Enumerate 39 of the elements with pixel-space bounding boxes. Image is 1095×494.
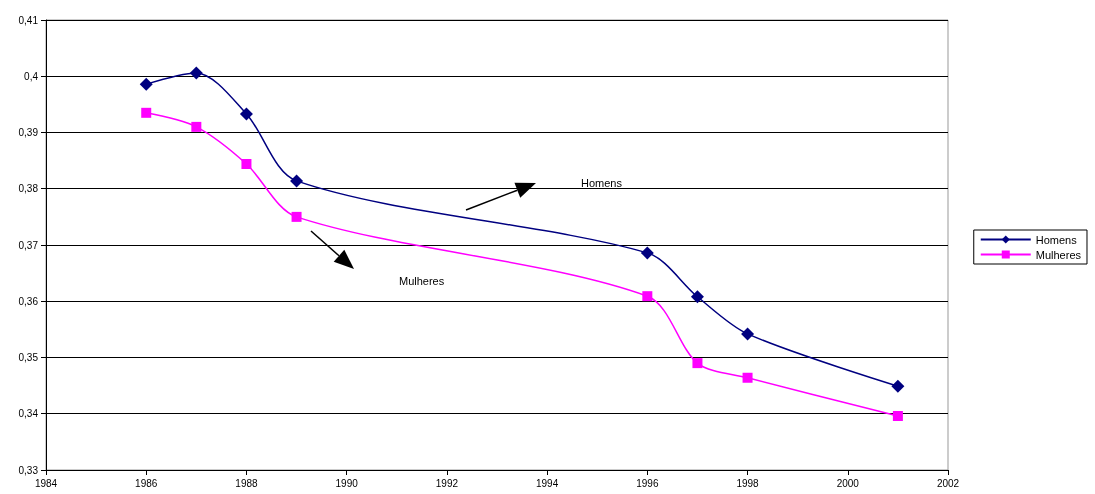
point <box>290 174 304 188</box>
y-tick-label: 0,39 <box>18 127 39 138</box>
point <box>642 291 653 302</box>
point <box>640 246 654 260</box>
x-tick-label: 1996 <box>636 477 659 489</box>
y-tick-label: 0,34 <box>18 408 39 420</box>
point <box>692 358 703 369</box>
y-tick-label: 0,33 <box>18 464 39 476</box>
point <box>741 327 755 341</box>
x-tick-label: 1990 <box>335 477 359 489</box>
x-tick-label: 2000 <box>836 477 860 489</box>
legend-label: Mulheres <box>1035 248 1082 261</box>
point <box>189 66 203 80</box>
point <box>141 107 152 118</box>
annotation: Mulheres <box>399 275 445 287</box>
x-tick-label: 1998 <box>736 477 760 489</box>
x-tick-label: 1988 <box>235 477 258 489</box>
point <box>291 211 302 222</box>
y-tick-label: 0,36 <box>18 295 39 307</box>
legend-label: Homens <box>1035 233 1078 246</box>
point <box>139 77 153 91</box>
x-tick-label: 1994 <box>535 477 559 489</box>
point <box>690 290 704 304</box>
y-tick-label: 0,38 <box>18 183 39 195</box>
point <box>239 107 253 121</box>
x-tick-label: 1992 <box>435 477 459 489</box>
x-tick-label: 2002 <box>936 477 960 489</box>
annotation: Homens <box>581 177 623 189</box>
point <box>191 121 202 132</box>
point <box>892 411 903 421</box>
point <box>891 379 905 393</box>
x-tick-label: 1984 <box>34 477 58 489</box>
x-tick-label: 1986 <box>135 477 158 489</box>
y-tick-label: 0,4 <box>24 70 39 82</box>
point <box>742 372 753 383</box>
y-tick-label: 0,37 <box>18 239 39 251</box>
y-tick-label: 0,35 <box>18 352 39 363</box>
y-tick-label: 0,41 <box>18 14 39 26</box>
point <box>241 159 252 169</box>
